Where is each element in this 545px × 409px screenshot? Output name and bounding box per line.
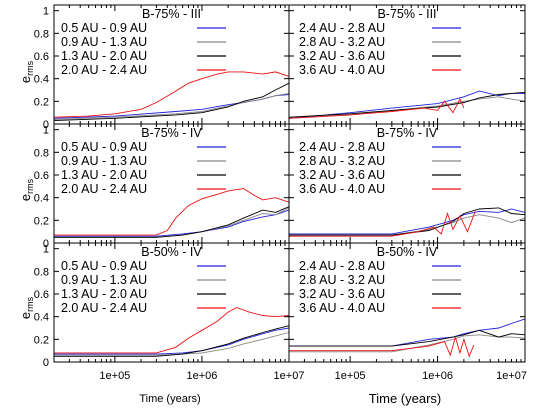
legend-label: 2.4 AU - 2.8 AU (299, 140, 385, 154)
x-tick-label: 1e+05 (99, 370, 130, 382)
x-tick-label: 1e+07 (496, 370, 527, 382)
series-line-4 (54, 307, 290, 354)
series-line-1 (288, 90, 525, 119)
legend-label: 3.2 AU - 3.6 AU (299, 168, 385, 182)
series-line-4 (53, 71, 290, 118)
x-tick-label: 1e+06 (422, 370, 453, 382)
series-line-3 (54, 325, 290, 357)
legend-label: 1.3 AU - 2.0 AU (61, 49, 147, 63)
legend-label: 0.9 AU - 1.3 AU (61, 154, 147, 168)
series-line-4 (288, 98, 465, 119)
series-line-2 (53, 92, 290, 120)
x-tick-label: 1e+06 (186, 370, 217, 382)
legend-label: 2.4 AU - 2.8 AU (299, 21, 385, 35)
panel-title: B-75% - III (377, 7, 436, 21)
y-tick-label: 0.2 (34, 96, 49, 108)
series-line-2 (54, 207, 290, 238)
series-line-3 (288, 91, 526, 118)
y-tick-label: 0.4 (34, 312, 49, 324)
panel-6: 1e+05 1e+06 1e+07 B-50% - IV2.4 AU - 2.8 AU… (288, 242, 527, 382)
y-axis-label-top: erms (18, 60, 35, 83)
legend-label: 2.0 AU - 2.4 AU (61, 63, 147, 77)
legend-label: 0.9 AU - 1.3 AU (61, 35, 147, 49)
panel-4: B-75% - IV2.4 AU - 2.8 AU2.8 AU - 3.2 AU… (288, 123, 526, 244)
y-tick-label: 0.6 (34, 170, 49, 182)
legend-label: 0.5 AU - 0.9 AU (61, 259, 147, 273)
panel-title: B-50% - IV (141, 245, 202, 259)
panel-frame (288, 242, 526, 363)
legend-label: 1.3 AU - 2.0 AU (61, 168, 147, 182)
series-line-1 (54, 209, 290, 237)
series-line-1 (289, 318, 526, 347)
y-tick-label: 0.8 (34, 266, 49, 278)
y-tick-label: 1 (43, 6, 49, 18)
y-tick-label: 0.2 (34, 334, 49, 346)
legend-label: 2.4 AU - 2.8 AU (299, 259, 385, 273)
series-line-3 (54, 206, 290, 238)
y-axis-label-bottom: erms (18, 296, 35, 319)
y-tick-label: 0.4 (34, 74, 49, 86)
legend-label: 1.3 AU - 2.0 AU (61, 287, 147, 301)
x-tick-label: 1e+07 (274, 370, 305, 382)
y-tick-label: 0.2 (34, 215, 49, 227)
series-line-3 (289, 207, 526, 236)
series-line-3 (289, 329, 526, 347)
legend-label: 3.6 AU - 4.0 AU (299, 63, 385, 77)
panel-title: B-75% - IV (377, 126, 438, 140)
series-line-4 (289, 211, 476, 237)
y-tick-label: 1 (43, 244, 49, 256)
legend-label: 3.2 AU - 3.6 AU (299, 49, 385, 63)
y-label-sub: rms (25, 178, 35, 193)
series-line-2 (289, 214, 526, 236)
series-line-1 (289, 208, 526, 235)
legend-label: 2.0 AU - 2.4 AU (61, 301, 147, 315)
legend-label: 3.2 AU - 3.6 AU (299, 287, 385, 301)
y-label-main: e (18, 194, 33, 201)
y-tick-label: 0.4 (34, 193, 49, 205)
legend-label: 0.5 AU - 0.9 AU (61, 140, 147, 154)
panel-title: B-75% - IV (141, 126, 202, 140)
y-tick-label: 1 (43, 125, 49, 137)
panel-3: 0 0.2 0.4 0.6 0.8 1 B-75% - IV0.5 AU - 0.9 AU0… (34, 123, 290, 250)
legend-label: 2.0 AU - 2.4 AU (61, 182, 147, 196)
y-axis-label-mid: erms (18, 178, 35, 201)
y-tick-label: 0 (43, 238, 49, 250)
series-line-4 (289, 335, 475, 358)
y-tick-label: 0.6 (34, 51, 49, 63)
y-tick-label: 0 (43, 119, 49, 131)
legend-label: 0.9 AU - 1.3 AU (61, 273, 147, 287)
y-label-main: e (18, 76, 33, 83)
y-tick-label: 0.8 (34, 28, 49, 40)
legend-label: 2.8 AU - 3.2 AU (299, 154, 385, 168)
y-label-sub: rms (25, 296, 35, 311)
series-line-4 (54, 188, 290, 236)
x-axis-label-left: Time (years) (139, 393, 200, 405)
panel-title: B-50% - IV (377, 245, 438, 259)
y-tick-label: 0 (43, 357, 49, 369)
legend-label: 2.8 AU - 3.2 AU (299, 273, 385, 287)
legend-label: 2.8 AU - 3.2 AU (299, 35, 385, 49)
y-label-main: e (18, 312, 33, 319)
x-tick-label: 1e+05 (335, 370, 366, 382)
series-line-3 (53, 82, 290, 122)
y-tick-label: 0.6 (34, 289, 49, 301)
y-label-sub: rms (25, 60, 35, 75)
series-line-1 (54, 327, 290, 355)
x-axis-label-right: Time (years) (369, 391, 441, 406)
legend-label: 3.6 AU - 4.0 AU (299, 182, 385, 196)
legend-label: 3.6 AU - 4.0 AU (299, 301, 385, 315)
panel-title: B-75% - III (142, 7, 201, 21)
y-tick-label: 0.8 (34, 147, 49, 159)
legend-label: 0.5 AU - 0.9 AU (61, 21, 147, 35)
series-line-2 (54, 332, 290, 356)
